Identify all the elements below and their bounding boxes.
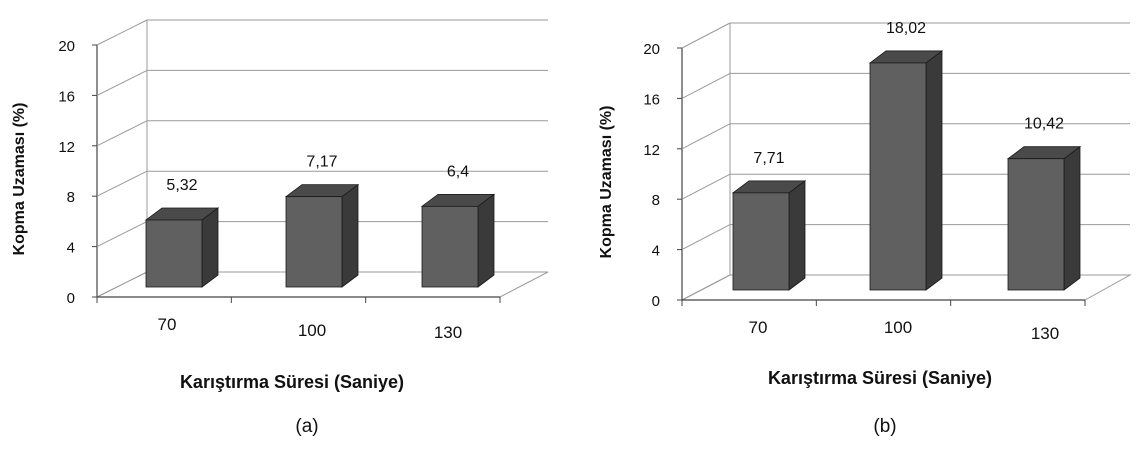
data-label-70: 7,71 (753, 150, 784, 167)
side-gridline (96, 120, 148, 147)
panel-label: (a) (295, 416, 318, 437)
chart-panel-a: 0 4 8 12 16 20 5,32 70 7,17 100 6,4 130 Kopma Uzamas… (11, 19, 549, 437)
chart-panel-b: 0 4 8 12 16 20 7,71 70 18,02 100 10,42 130 Kopma Uza… (598, 20, 1132, 437)
side-gridline (681, 224, 731, 251)
y-tick-label: 8 (652, 192, 660, 209)
bar-70 (732, 192, 790, 291)
bar-70 (145, 219, 203, 288)
bar-side-100 (341, 183, 359, 288)
bar-100 (285, 196, 343, 288)
x-category-label: 70 (158, 315, 177, 334)
bar-100 (869, 62, 927, 291)
bar-side-70 (201, 207, 219, 288)
side-gridline (681, 22, 731, 49)
bar-side-130 (477, 193, 495, 288)
bar-130 (421, 205, 479, 288)
y-tick-label: 0 (652, 293, 660, 310)
bar-side-100 (925, 50, 943, 291)
y-tick-label: 0 (67, 290, 75, 307)
y-tick-label: 4 (67, 240, 75, 257)
data-label-130: 6,4 (447, 163, 469, 180)
y-tick-label: 8 (67, 189, 75, 206)
y-tick-label: 20 (643, 41, 660, 58)
y-axis-label: Kopma Uzaması (%) (11, 103, 28, 256)
side-gridline (681, 173, 731, 200)
panel-label: (b) (873, 416, 896, 437)
y-tick-label: 4 (652, 243, 660, 260)
y-tick-label: 16 (58, 88, 75, 105)
x-category-label: 100 (298, 321, 326, 340)
data-label-70: 5,32 (166, 177, 197, 194)
y-tick-label: 12 (643, 142, 660, 159)
x-axis-label: Karıştırma Süresi (Saniye) (180, 372, 404, 392)
x-category-label: 70 (749, 318, 768, 337)
side-gridline (96, 19, 148, 46)
x-axis-label: Karıştırma Süresi (Saniye) (768, 368, 992, 388)
data-label-130: 10,42 (1024, 116, 1064, 133)
bar-side-130 (1063, 145, 1081, 291)
side-gridline (96, 170, 148, 197)
side-gridline (96, 221, 148, 248)
x-category-label: 130 (1031, 324, 1059, 343)
y-axis-label: Kopma Uzaması (%) (598, 106, 615, 259)
y-tick-label: 16 (643, 91, 660, 108)
bar-side-70 (788, 180, 806, 291)
y-tick-label: 20 (58, 38, 75, 55)
x-category-label: 100 (884, 318, 912, 337)
y-tick-label: 12 (58, 139, 75, 156)
bar-130 (1007, 158, 1065, 291)
side-gridline (681, 123, 731, 150)
side-gridline (96, 69, 148, 96)
data-label-100: 7,17 (306, 154, 337, 171)
side-gridline (681, 72, 731, 99)
data-label-100: 18,02 (886, 20, 926, 37)
x-category-label: 130 (434, 323, 462, 342)
